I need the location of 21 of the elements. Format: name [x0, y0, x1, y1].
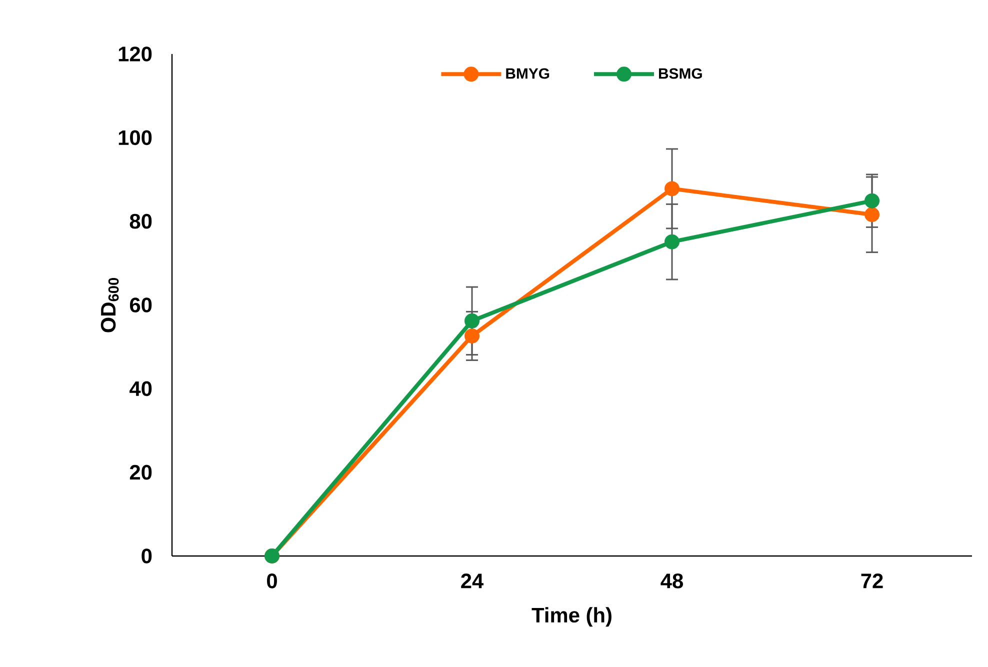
x-axis-title: Time (h) [532, 607, 612, 627]
point [464, 328, 480, 344]
x-tick-label: 48 [660, 574, 683, 588]
legend-label: BSMG [658, 68, 702, 79]
point [464, 313, 480, 328]
x-tick-label: 72 [861, 574, 883, 588]
x-tick-label: 0 [267, 574, 277, 588]
y-tick-label: 60 [130, 298, 152, 312]
y-axis-title: OD$_{600}$ [100, 278, 119, 332]
y-tick-label: 100 [118, 130, 152, 146]
point [864, 193, 880, 208]
y-tick-label: 80 [130, 214, 152, 229]
y-tick-label: 120 [118, 46, 152, 62]
point [664, 181, 680, 196]
x-tick-label: 24 [461, 574, 484, 588]
point [664, 234, 680, 250]
y-tick-label: 40 [130, 381, 152, 396]
legend-label: BMYG [506, 68, 550, 79]
y-tick-label: 20 [130, 464, 152, 480]
y-tick-label: 0 [142, 548, 152, 564]
point [864, 207, 880, 222]
